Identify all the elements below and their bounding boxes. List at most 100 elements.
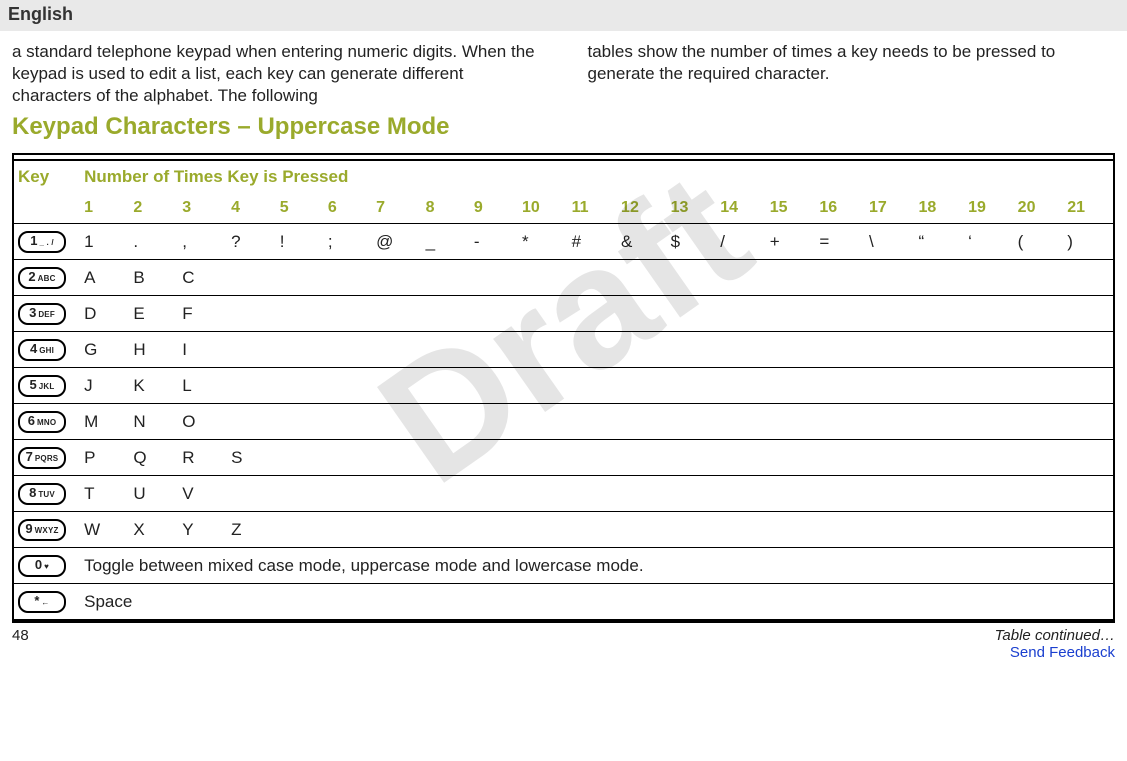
send-feedback-link[interactable]: Send Feedback — [1010, 644, 1115, 661]
press-col-3: 3 — [178, 193, 227, 224]
char-cell: $ — [667, 224, 717, 260]
char-cell: U — [129, 476, 178, 512]
char-cell — [915, 476, 965, 512]
key-main-digit: 3 — [29, 305, 36, 320]
char-cell: V — [178, 476, 227, 512]
char-cell — [470, 368, 518, 404]
key-sub-label: ABC — [38, 274, 56, 283]
row-span-text: Space — [80, 584, 1113, 621]
char-cell — [518, 332, 568, 368]
char-cell — [324, 296, 372, 332]
char-cell: ? — [227, 224, 276, 260]
key-cell: 6MNO — [14, 404, 80, 440]
char-cell — [766, 476, 816, 512]
char-cell: R — [178, 440, 227, 476]
char-cell — [815, 260, 865, 296]
char-cell — [422, 476, 470, 512]
table-row: *←Space — [14, 584, 1113, 621]
table-row: 2ABCABC — [14, 260, 1113, 296]
char-cell — [1014, 260, 1064, 296]
col-presses-label: Number of Times Key is Pressed — [80, 160, 1113, 193]
char-cell: ‘ — [964, 224, 1014, 260]
char-cell: _ — [422, 224, 470, 260]
key-main-digit: 7 — [26, 449, 33, 464]
char-cell: P — [80, 440, 129, 476]
key-main-digit: 5 — [30, 377, 37, 392]
char-cell — [915, 332, 965, 368]
char-cell — [766, 368, 816, 404]
char-cell: N — [129, 404, 178, 440]
char-cell — [518, 440, 568, 476]
char-cell — [815, 404, 865, 440]
char-cell — [276, 368, 324, 404]
char-cell — [865, 368, 915, 404]
char-cell — [915, 440, 965, 476]
key-main-digit: 2 — [28, 269, 35, 284]
press-col-13: 13 — [667, 193, 717, 224]
char-cell — [372, 332, 422, 368]
keypad-key-icon: 7PQRS — [18, 447, 66, 469]
char-cell — [372, 296, 422, 332]
char-cell — [617, 296, 667, 332]
language-header: English — [0, 0, 1127, 31]
press-col-18: 18 — [915, 193, 965, 224]
table-row: 6MNOMNO — [14, 404, 1113, 440]
key-cell: 7PQRS — [14, 440, 80, 476]
table-row: 1_ . /1.,?!;@_-*#&$/+=\“‘() — [14, 224, 1113, 260]
press-col-5: 5 — [276, 193, 324, 224]
char-cell — [568, 440, 617, 476]
press-col-9: 9 — [470, 193, 518, 224]
char-cell — [865, 476, 915, 512]
char-cell: J — [80, 368, 129, 404]
row-span-text: Toggle between mixed case mode, uppercas… — [80, 548, 1113, 584]
char-cell: . — [129, 224, 178, 260]
char-cell — [1063, 404, 1113, 440]
char-cell — [915, 512, 965, 548]
char-cell — [422, 512, 470, 548]
table-row: 3DEFDEF — [14, 296, 1113, 332]
char-cell: , — [178, 224, 227, 260]
press-col-8: 8 — [422, 193, 470, 224]
intro-columns: a standard telephone keypad when enterin… — [12, 41, 1115, 107]
char-cell — [1014, 512, 1064, 548]
char-cell: ( — [1014, 224, 1064, 260]
char-cell — [372, 260, 422, 296]
intro-right: tables show the number of times a key ne… — [588, 41, 1116, 107]
char-cell: & — [617, 224, 667, 260]
keypad-key-icon: 0♥ — [18, 555, 66, 577]
keypad-key-icon: 4GHI — [18, 339, 66, 361]
char-cell — [422, 440, 470, 476]
key-main-digit: * — [34, 593, 39, 608]
char-cell — [276, 296, 324, 332]
char-cell — [568, 260, 617, 296]
char-cell — [568, 476, 617, 512]
char-cell — [227, 332, 276, 368]
char-cell — [1063, 476, 1113, 512]
press-col-1: 1 — [80, 193, 129, 224]
char-cell: \ — [865, 224, 915, 260]
press-col-4: 4 — [227, 193, 276, 224]
char-cell — [1063, 368, 1113, 404]
char-cell — [964, 296, 1014, 332]
char-cell — [324, 512, 372, 548]
char-cell — [1063, 440, 1113, 476]
char-cell: 1 — [80, 224, 129, 260]
char-cell: A — [80, 260, 129, 296]
key-sub-label: MNO — [37, 418, 56, 427]
table-row: 9WXYZWXYZ — [14, 512, 1113, 548]
press-col-12: 12 — [617, 193, 667, 224]
key-cell: 2ABC — [14, 260, 80, 296]
key-main-digit: 8 — [29, 485, 36, 500]
char-cell: C — [178, 260, 227, 296]
char-cell — [518, 296, 568, 332]
char-cell — [617, 440, 667, 476]
char-cell — [276, 404, 324, 440]
char-cell — [372, 512, 422, 548]
char-cell — [518, 404, 568, 440]
intro-left: a standard telephone keypad when enterin… — [12, 41, 540, 107]
table-header-row-2: 1 2 3 4 5 6 7 8 9 10 11 12 13 14 15 16 1 — [14, 193, 1113, 224]
char-cell — [964, 368, 1014, 404]
char-cell — [227, 476, 276, 512]
char-cell — [324, 404, 372, 440]
keypad-key-icon: 9WXYZ — [18, 519, 66, 541]
